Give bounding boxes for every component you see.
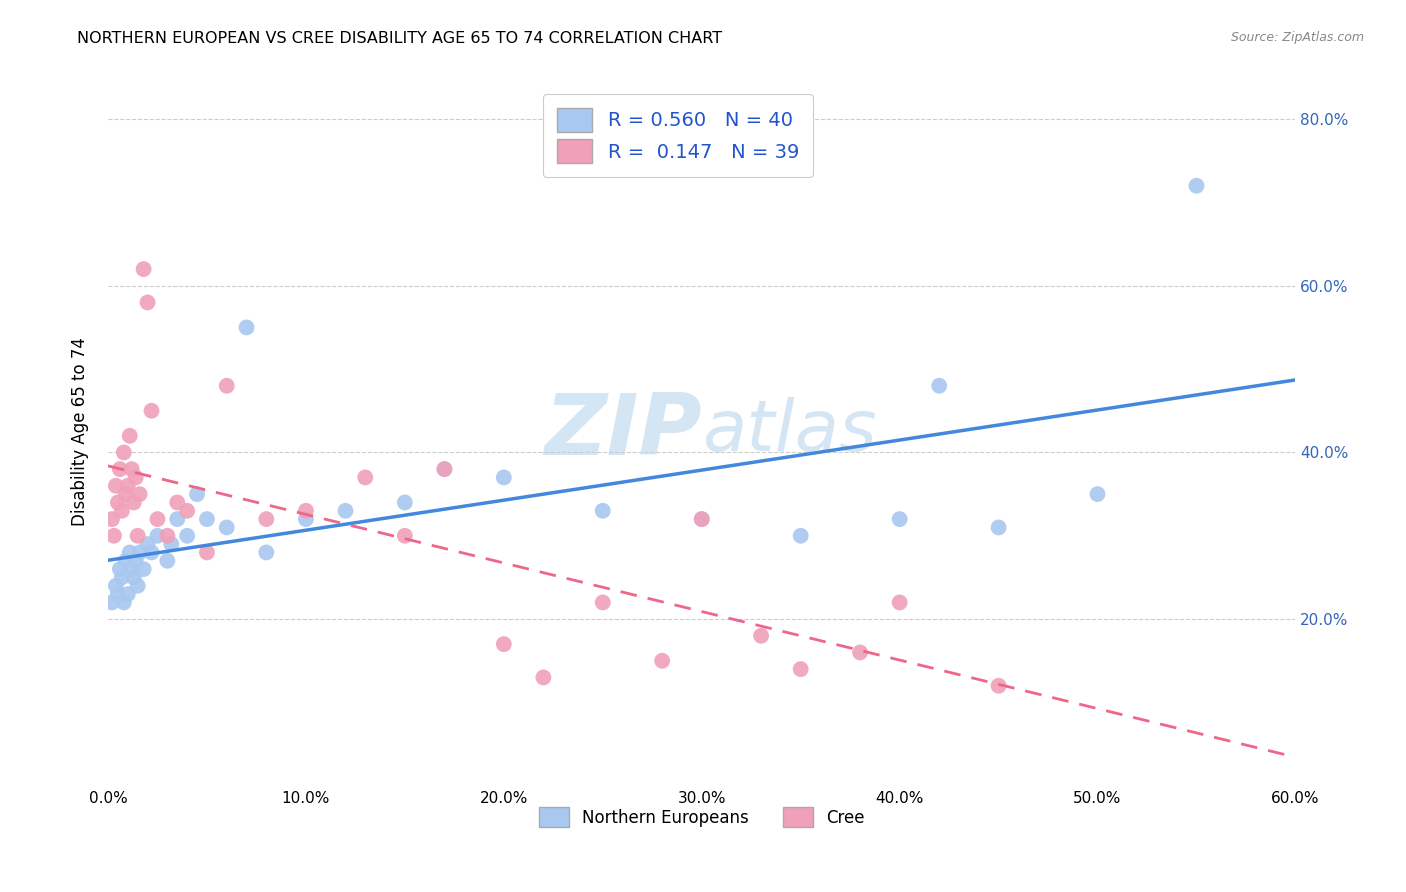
Point xyxy=(136,295,159,310)
Text: NORTHERN EUROPEAN VS CREE DISABILITY AGE 65 TO 74 CORRELATION CHART: NORTHERN EUROPEAN VS CREE DISABILITY AGE… xyxy=(77,31,723,46)
Point xyxy=(195,512,218,526)
Point xyxy=(789,529,811,543)
Point xyxy=(103,529,125,543)
Point xyxy=(749,629,772,643)
Point xyxy=(928,378,950,392)
Point xyxy=(492,470,515,484)
Point xyxy=(176,504,198,518)
Point xyxy=(128,545,150,559)
Point xyxy=(195,545,218,559)
Point xyxy=(114,487,136,501)
Point xyxy=(125,470,148,484)
Point xyxy=(121,562,143,576)
Point xyxy=(121,462,143,476)
Point xyxy=(394,529,416,543)
Point xyxy=(690,512,713,526)
Point xyxy=(107,495,129,509)
Point xyxy=(215,378,238,392)
Point xyxy=(101,595,124,609)
Point xyxy=(531,670,554,684)
Point xyxy=(215,520,238,534)
Text: ZIP: ZIP xyxy=(544,390,702,473)
Point xyxy=(128,487,150,501)
Text: Source: ZipAtlas.com: Source: ZipAtlas.com xyxy=(1230,31,1364,45)
Point xyxy=(108,562,131,576)
Point xyxy=(1087,487,1109,501)
Point xyxy=(1185,178,1208,193)
Point xyxy=(117,479,139,493)
Point xyxy=(122,495,145,509)
Point xyxy=(176,529,198,543)
Point xyxy=(101,512,124,526)
Point xyxy=(295,504,318,518)
Point xyxy=(295,512,318,526)
Point xyxy=(112,445,135,459)
Point xyxy=(254,512,277,526)
Point xyxy=(127,579,149,593)
Point xyxy=(136,537,159,551)
Point xyxy=(889,595,911,609)
Point xyxy=(433,462,456,476)
Point xyxy=(849,645,872,659)
Point xyxy=(118,545,141,559)
Point xyxy=(690,512,713,526)
Point xyxy=(111,504,134,518)
Point xyxy=(433,462,456,476)
Point xyxy=(108,462,131,476)
Point xyxy=(354,470,377,484)
Point xyxy=(592,595,614,609)
Point xyxy=(146,512,169,526)
Point xyxy=(141,545,163,559)
Point xyxy=(114,554,136,568)
Point xyxy=(112,595,135,609)
Point xyxy=(254,545,277,559)
Point xyxy=(987,520,1010,534)
Point xyxy=(651,654,673,668)
Point xyxy=(186,487,208,501)
Point xyxy=(107,587,129,601)
Point xyxy=(111,570,134,584)
Point xyxy=(889,512,911,526)
Y-axis label: Disability Age 65 to 74: Disability Age 65 to 74 xyxy=(72,337,89,526)
Point xyxy=(132,562,155,576)
Point xyxy=(122,570,145,584)
Legend: Northern Europeans, Cree: Northern Europeans, Cree xyxy=(533,800,870,834)
Point xyxy=(118,429,141,443)
Point xyxy=(335,504,357,518)
Point xyxy=(987,679,1010,693)
Point xyxy=(117,587,139,601)
Point xyxy=(166,495,188,509)
Point xyxy=(146,529,169,543)
Text: atlas: atlas xyxy=(702,397,876,467)
Point xyxy=(592,504,614,518)
Point xyxy=(125,554,148,568)
Point xyxy=(166,512,188,526)
Point xyxy=(104,579,127,593)
Point xyxy=(492,637,515,651)
Point xyxy=(394,495,416,509)
Point xyxy=(156,529,179,543)
Point xyxy=(156,554,179,568)
Point xyxy=(104,479,127,493)
Point xyxy=(160,537,183,551)
Point xyxy=(132,262,155,277)
Point xyxy=(789,662,811,676)
Point xyxy=(235,320,257,334)
Point xyxy=(127,529,149,543)
Point xyxy=(141,404,163,418)
